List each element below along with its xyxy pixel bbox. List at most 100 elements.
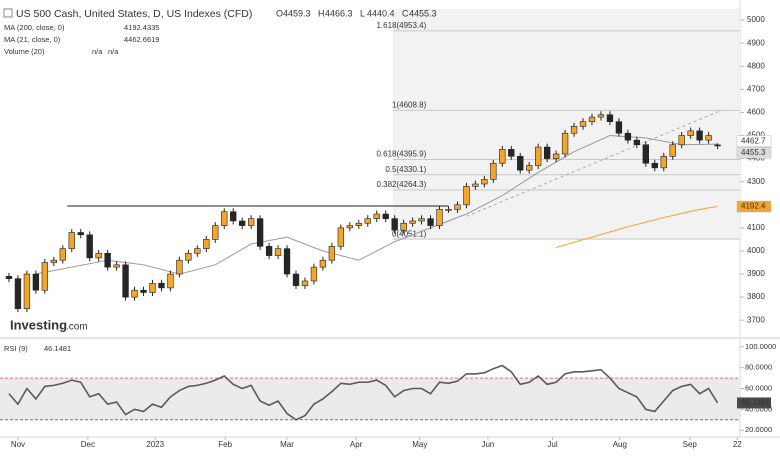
candle-body	[588, 116, 596, 122]
y-tick-label: 4000	[747, 246, 765, 255]
indicator-value: 4462.6619	[124, 35, 159, 44]
candle-body	[283, 248, 291, 275]
candle-body	[364, 218, 371, 224]
y-tick-label: 4800	[747, 61, 765, 70]
candle-body	[113, 264, 120, 268]
candle-body	[669, 144, 676, 157]
candle-body	[552, 153, 560, 159]
candle-body	[68, 232, 75, 249]
fibonacci-label: 0.5(4330.1)	[385, 165, 426, 174]
fibonacci-label: 0.382(4264.3)	[376, 180, 426, 189]
ma200-last-label-box	[736, 200, 772, 213]
candle-body	[678, 135, 685, 146]
candle-body	[606, 114, 614, 122]
candle-body	[292, 273, 300, 286]
y-tick-label: 4600	[747, 108, 765, 117]
candle-body	[212, 225, 219, 240]
x-tick-label: Apr	[350, 440, 363, 449]
candle-body	[561, 132, 569, 155]
rsi-last-box	[737, 397, 771, 409]
fibonacci-area	[392, 8, 740, 240]
candle-body	[651, 162, 658, 169]
y-tick-label: 3700	[747, 315, 765, 324]
candle-body	[167, 273, 174, 289]
x-tick-label: Nov	[11, 440, 25, 449]
candle-body	[454, 204, 461, 210]
candle-body	[5, 276, 13, 279]
x-tick-label: May	[412, 440, 427, 449]
candle-body	[32, 273, 40, 291]
candle-body	[104, 252, 111, 268]
x-tick-label: Aug	[613, 440, 627, 449]
fibonacci-label: 1.618(4953.4)	[376, 21, 426, 30]
candle-body	[382, 213, 389, 219]
candle-body	[239, 220, 246, 226]
candle-body	[50, 259, 57, 263]
close-label: 4455.3	[741, 148, 766, 157]
candle-body	[535, 146, 542, 166]
candle-body	[615, 121, 623, 134]
candle-body	[301, 280, 309, 286]
candle-body	[194, 248, 201, 254]
indicator-value: n/a	[108, 47, 119, 56]
y-tick-label: 3900	[747, 269, 765, 278]
candle-body	[714, 144, 721, 147]
candle-body	[427, 218, 434, 226]
candle-body	[337, 227, 345, 247]
ma21-last-label: 4462.7	[741, 136, 766, 145]
candle-body	[409, 220, 416, 224]
x-tick-label: Sep	[683, 440, 698, 449]
candle-body	[41, 262, 49, 291]
candle-body	[77, 232, 84, 236]
candle-body	[373, 213, 380, 219]
candle-body	[149, 282, 156, 293]
candle-body	[400, 222, 407, 231]
x-tick-label: Mar	[280, 440, 294, 449]
candle-body	[355, 222, 362, 226]
ohlc-value: 4455.3	[409, 8, 437, 18]
candle-body	[319, 259, 327, 268]
candle-body	[203, 239, 210, 249]
candle-body	[570, 125, 578, 134]
candle-body	[633, 139, 641, 146]
x-tick-label: Feb	[218, 440, 232, 449]
candle-body	[463, 186, 470, 206]
candle-body	[687, 130, 694, 136]
x-tick-label: Jun	[481, 440, 494, 449]
candle-body	[508, 149, 515, 157]
y-tick-label: 4700	[747, 84, 765, 93]
logo-suffix: .com	[66, 322, 88, 333]
y-tick-label: 4900	[747, 38, 765, 47]
candle-body	[185, 252, 192, 261]
fibonacci-label: 0(4051.1)	[392, 229, 427, 238]
ohlc-letter: O	[276, 8, 283, 18]
trend-line	[466, 109, 723, 217]
candle-body	[176, 259, 183, 275]
candle-body	[517, 156, 524, 171]
candle-body	[265, 246, 273, 256]
fibonacci-label: 1(4608.8)	[392, 101, 427, 110]
ohlc-letter: H	[318, 8, 325, 18]
close-label-box	[736, 147, 772, 159]
indicator-name: MA (21, close, 0)	[4, 35, 61, 44]
candle-body	[86, 234, 93, 259]
candle-body	[158, 282, 165, 289]
candle-body	[247, 218, 255, 226]
candle-body	[705, 135, 712, 141]
candle-body	[346, 225, 353, 229]
y-tick-label: 100.0000	[745, 342, 776, 351]
indicator-name: RSI (9)	[4, 344, 28, 353]
candle-body	[23, 273, 31, 309]
x-tick-label: Dec	[81, 440, 95, 449]
candle-body	[543, 146, 551, 159]
ohlc-letter: C	[402, 8, 409, 18]
candle-body	[696, 130, 703, 141]
indicator-value: 46.1481	[44, 344, 71, 353]
candle-body	[140, 289, 147, 293]
ma21-last-label-box	[736, 135, 772, 147]
ohlc-value: 4466.3	[325, 8, 353, 18]
ohlc-value: 4459.3	[283, 8, 311, 18]
candle-body	[418, 218, 425, 222]
candle-body	[660, 156, 667, 169]
y-tick-label: 80.0000	[745, 363, 772, 372]
